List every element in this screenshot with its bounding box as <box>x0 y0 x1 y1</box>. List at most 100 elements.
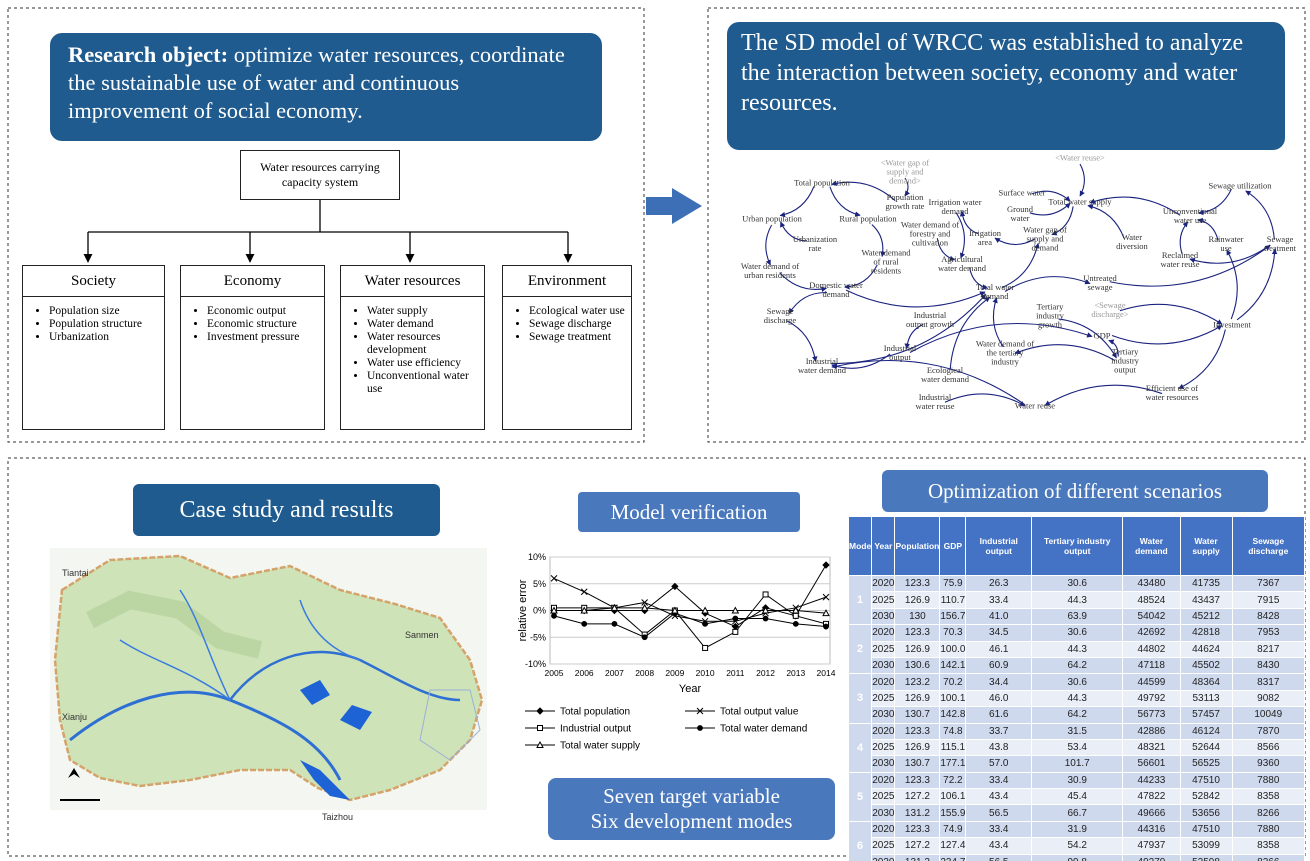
sd-variable: <Water reuse> <box>1055 152 1105 163</box>
table-cell: 33.4 <box>965 771 1033 790</box>
table-cell: 8266 <box>1231 853 1306 861</box>
table-cell: 33.4 <box>965 820 1033 839</box>
table-cell: 43.4 <box>965 837 1033 855</box>
table-cell: 30.9 <box>1031 771 1124 790</box>
table-cell: 49666 <box>1122 804 1181 822</box>
table-cell: 53113 <box>1179 689 1233 708</box>
sd-arrow <box>788 291 827 314</box>
panel-border <box>7 7 645 443</box>
table-cell: 7880 <box>1231 820 1306 839</box>
table-cell: 57457 <box>1179 706 1233 724</box>
panel-border <box>7 457 1306 857</box>
marker <box>641 634 648 641</box>
subsystem-item: Sewage treatment <box>529 331 631 344</box>
table-cell: 130.6 <box>894 656 941 675</box>
table-cell: 155.9 <box>939 804 967 822</box>
sd-arrow <box>1236 248 1278 321</box>
x-tick-label: 2008 <box>635 668 654 678</box>
legend-label: Total water demand <box>720 724 807 735</box>
table-row: 2025 127.2 127.4 43.4 54.2 47937 53099 8358 <box>849 837 1306 855</box>
table-cell: 41.0 <box>965 607 1033 626</box>
sd-arrow <box>779 272 827 292</box>
table-cell: 123.3 <box>894 624 941 642</box>
sd-variable: Urban population <box>742 213 802 224</box>
table-cell: 123.3 <box>894 820 941 839</box>
table-cell: 156.7 <box>939 607 967 626</box>
table-cell: 9082 <box>1231 689 1306 708</box>
table-cell: 61.6 <box>965 706 1033 724</box>
table-cell: 33.4 <box>965 591 1033 609</box>
table-cell: 126.9 <box>894 591 941 609</box>
y-tick-label: 0% <box>533 606 546 616</box>
y-tick-label: -10% <box>525 659 546 669</box>
table-cell: 7870 <box>1231 722 1306 740</box>
sd-arrow <box>765 224 773 266</box>
table-cell: 130.7 <box>894 755 941 773</box>
table-cell: 7880 <box>1231 771 1306 790</box>
sd-arrow <box>829 186 861 217</box>
y-tick-label: 10% <box>528 552 546 562</box>
subsystem-item: Unconventional water use <box>367 370 484 396</box>
table-cell: 42886 <box>1122 722 1181 740</box>
sd-variable: Total water demand <box>975 282 1015 301</box>
subsystem-item: Water supply <box>367 305 484 318</box>
sd-arrow <box>1178 329 1226 389</box>
marker <box>611 620 618 627</box>
table-cell: 43.8 <box>965 738 1033 757</box>
sd-variable: Total water supply <box>1048 196 1112 207</box>
study-area-map <box>50 548 487 810</box>
table-row: 1 2020 123.3 75.9 26.3 30.6 43480 41735 7367 <box>847 574 1306 626</box>
marker <box>823 623 829 630</box>
sd-arrow <box>871 224 886 258</box>
table-cell: 64.2 <box>1031 656 1124 675</box>
table-cell: 43.4 <box>965 788 1033 806</box>
sd-arrow <box>845 289 986 308</box>
subsystem-name: Economy <box>181 266 324 297</box>
table-cell: 131.2 <box>894 853 941 861</box>
series-line <box>554 607 827 614</box>
subsystem-name: Water resources <box>341 266 484 297</box>
table-cell: 44316 <box>1122 820 1181 839</box>
table-cell: 2025 <box>871 738 896 757</box>
column-header: Mode <box>847 516 873 576</box>
y-axis-label: relative error <box>517 579 529 641</box>
marker <box>536 707 544 715</box>
table-cell: 46.0 <box>965 689 1033 708</box>
mode-cell: 1 <box>847 574 873 626</box>
series <box>551 610 829 641</box>
sd-variable: Industrial output growth <box>906 310 954 329</box>
table-row: 6 2020 123.3 74.9 33.4 31.9 44316 47510 7880 <box>847 820 1306 861</box>
table-cell: 8317 <box>1231 673 1306 691</box>
table-cell: 56601 <box>1122 755 1181 773</box>
x-tick-label: 2012 <box>756 668 775 678</box>
table-cell: 44233 <box>1122 771 1181 790</box>
sd-variable: Untreated sewage <box>1083 273 1117 292</box>
marker <box>641 599 649 606</box>
marker <box>761 606 770 614</box>
column-header: Tertiary industry output <box>1031 516 1124 576</box>
target-text: Seven target variable <box>603 784 780 808</box>
table-row: 2025 126.9 100.1 46.0 44.3 49792 53113 9082 <box>849 689 1306 708</box>
sd-variable: Water demand of urban residents <box>740 261 800 280</box>
sd-arrow <box>944 393 1026 407</box>
marker <box>640 603 649 611</box>
column-header: Sewage discharge <box>1231 516 1306 576</box>
table-cell: 7367 <box>1231 574 1306 593</box>
table-cell: 2025 <box>871 689 896 708</box>
subsystem-item: Water demand <box>367 318 484 331</box>
table-cell: 74.9 <box>939 820 967 839</box>
chart-title-box: Model verification <box>578 492 800 532</box>
mode-cell: 2 <box>847 624 873 675</box>
sd-arrow <box>994 237 1036 246</box>
sd-arrow <box>1119 303 1223 325</box>
table-cell: 70.2 <box>939 673 967 691</box>
table-cell: 126.9 <box>894 689 941 708</box>
sd-variable: Urbanization rate <box>792 234 838 253</box>
table-cell: 142.1 <box>939 656 967 675</box>
sd-variable: Water diversion <box>1116 232 1148 251</box>
marker <box>580 606 589 614</box>
